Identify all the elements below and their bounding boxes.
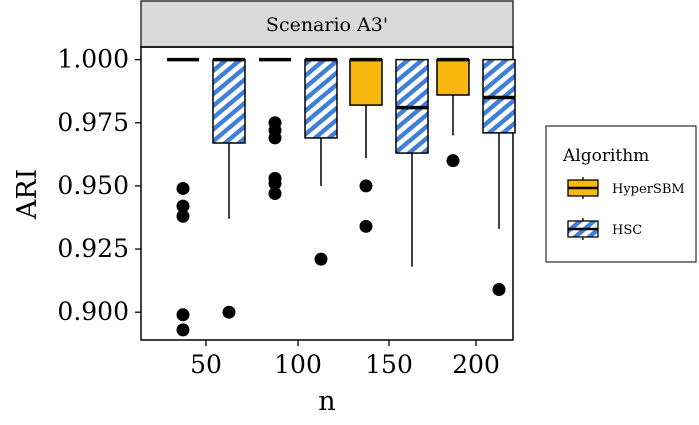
- y-axis-title: ARI: [12, 169, 43, 221]
- box-hypersbm-n100: [259, 57, 291, 200]
- outlier-point: [268, 131, 282, 145]
- y-tick-label: 0.975: [57, 108, 129, 137]
- box-hypersbm-n150: [349, 57, 383, 233]
- outlier-point: [176, 323, 190, 337]
- x-tick-label: 200: [452, 350, 500, 379]
- outlier-point: [314, 252, 328, 266]
- x-axis-title: n: [318, 386, 335, 417]
- box-iqr: [349, 58, 383, 106]
- box-hypersbm-n200: [436, 57, 470, 168]
- outlier-point: [222, 305, 236, 319]
- outlier-point: [268, 187, 282, 200]
- outlier-point: [492, 282, 506, 296]
- box-hsc-n100: [304, 57, 338, 266]
- box-iqr: [436, 58, 470, 96]
- outlier-point: [359, 179, 373, 193]
- outlier-point: [176, 209, 190, 223]
- facet-strip: [140, 0, 514, 48]
- outlier-point: [268, 176, 282, 190]
- legend-title: Algorithm: [562, 146, 649, 166]
- box-hypersbm-n50: [167, 57, 199, 337]
- outlier-point: [176, 199, 190, 213]
- box-iqr: [304, 58, 338, 139]
- x-tick-label: 50: [190, 350, 222, 379]
- y-tick-label: 0.900: [57, 297, 129, 326]
- box-iqr: [212, 58, 246, 144]
- box-hsc-n200: [482, 58, 516, 296]
- y-tick-label: 0.925: [57, 234, 129, 263]
- x-tick-label: 150: [365, 350, 413, 379]
- box-hsc-n50: [212, 57, 246, 319]
- outlier-point: [446, 154, 460, 168]
- box-hsc-n150: [395, 58, 429, 267]
- y-tick-label: 1.000: [57, 45, 129, 74]
- plot-panel-border: [140, 46, 514, 341]
- facet-label: Scenario A3': [266, 14, 388, 36]
- x-tick-label: 100: [274, 350, 322, 379]
- legend-item-hsc: HSC: [567, 218, 642, 240]
- outlier-point: [176, 308, 190, 322]
- y-tick-label: 0.950: [57, 171, 129, 200]
- legend-label: HyperSBM: [612, 182, 685, 197]
- legend-label: HSC: [612, 223, 642, 238]
- outlier-point: [176, 181, 190, 195]
- legend-item-hypersbm: HyperSBM: [567, 177, 685, 199]
- outlier-point: [359, 219, 373, 233]
